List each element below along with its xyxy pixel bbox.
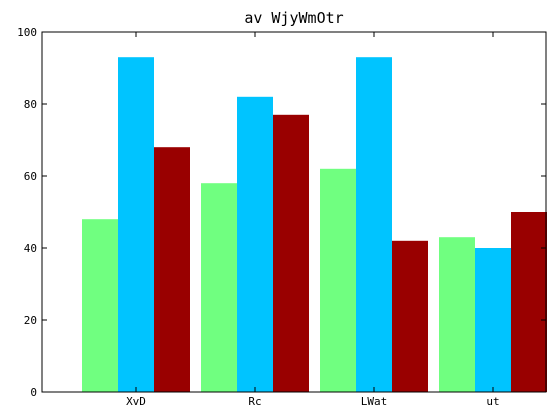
bar-series-2-XvD [154, 147, 190, 392]
bar-series-2-Rc [273, 114, 309, 393]
x-tick-label-ut: ut [486, 395, 499, 408]
bar-series-2-LWat [392, 240, 428, 392]
bar-series-2-ut [511, 212, 547, 392]
x-tick-label-XvD: XvD [126, 395, 146, 408]
bar-series-1-LWat [356, 57, 392, 392]
bar-series-1-ut [475, 248, 511, 392]
axes-frame [41, 31, 547, 393]
bar-series-1-Rc [237, 96, 273, 393]
y-tick-label: 80 [24, 98, 37, 111]
bar-series-1-XvD [118, 57, 154, 392]
y-tick-label: 40 [24, 242, 37, 255]
x-tick-label-LWat: LWat [361, 395, 388, 408]
bar-series-0-Rc [201, 183, 237, 392]
bar-series-0-XvD [82, 219, 118, 392]
y-tick-label: 0 [30, 386, 37, 399]
y-tick-label: 100 [17, 26, 37, 39]
chart-title: av WjyWmOtr [244, 9, 343, 27]
x-tick-label-Rc: Rc [248, 395, 261, 408]
bar-series-0-LWat [320, 168, 356, 392]
y-tick-label: 20 [24, 314, 37, 327]
bar-series-0-ut [439, 237, 475, 392]
y-axis-ticks: 0 20 40 60 80 100 [17, 26, 546, 399]
bars-group [82, 57, 547, 393]
x-axis-ticks: XvD Rc LWat ut [126, 32, 500, 408]
y-tick-label: 60 [24, 170, 37, 183]
